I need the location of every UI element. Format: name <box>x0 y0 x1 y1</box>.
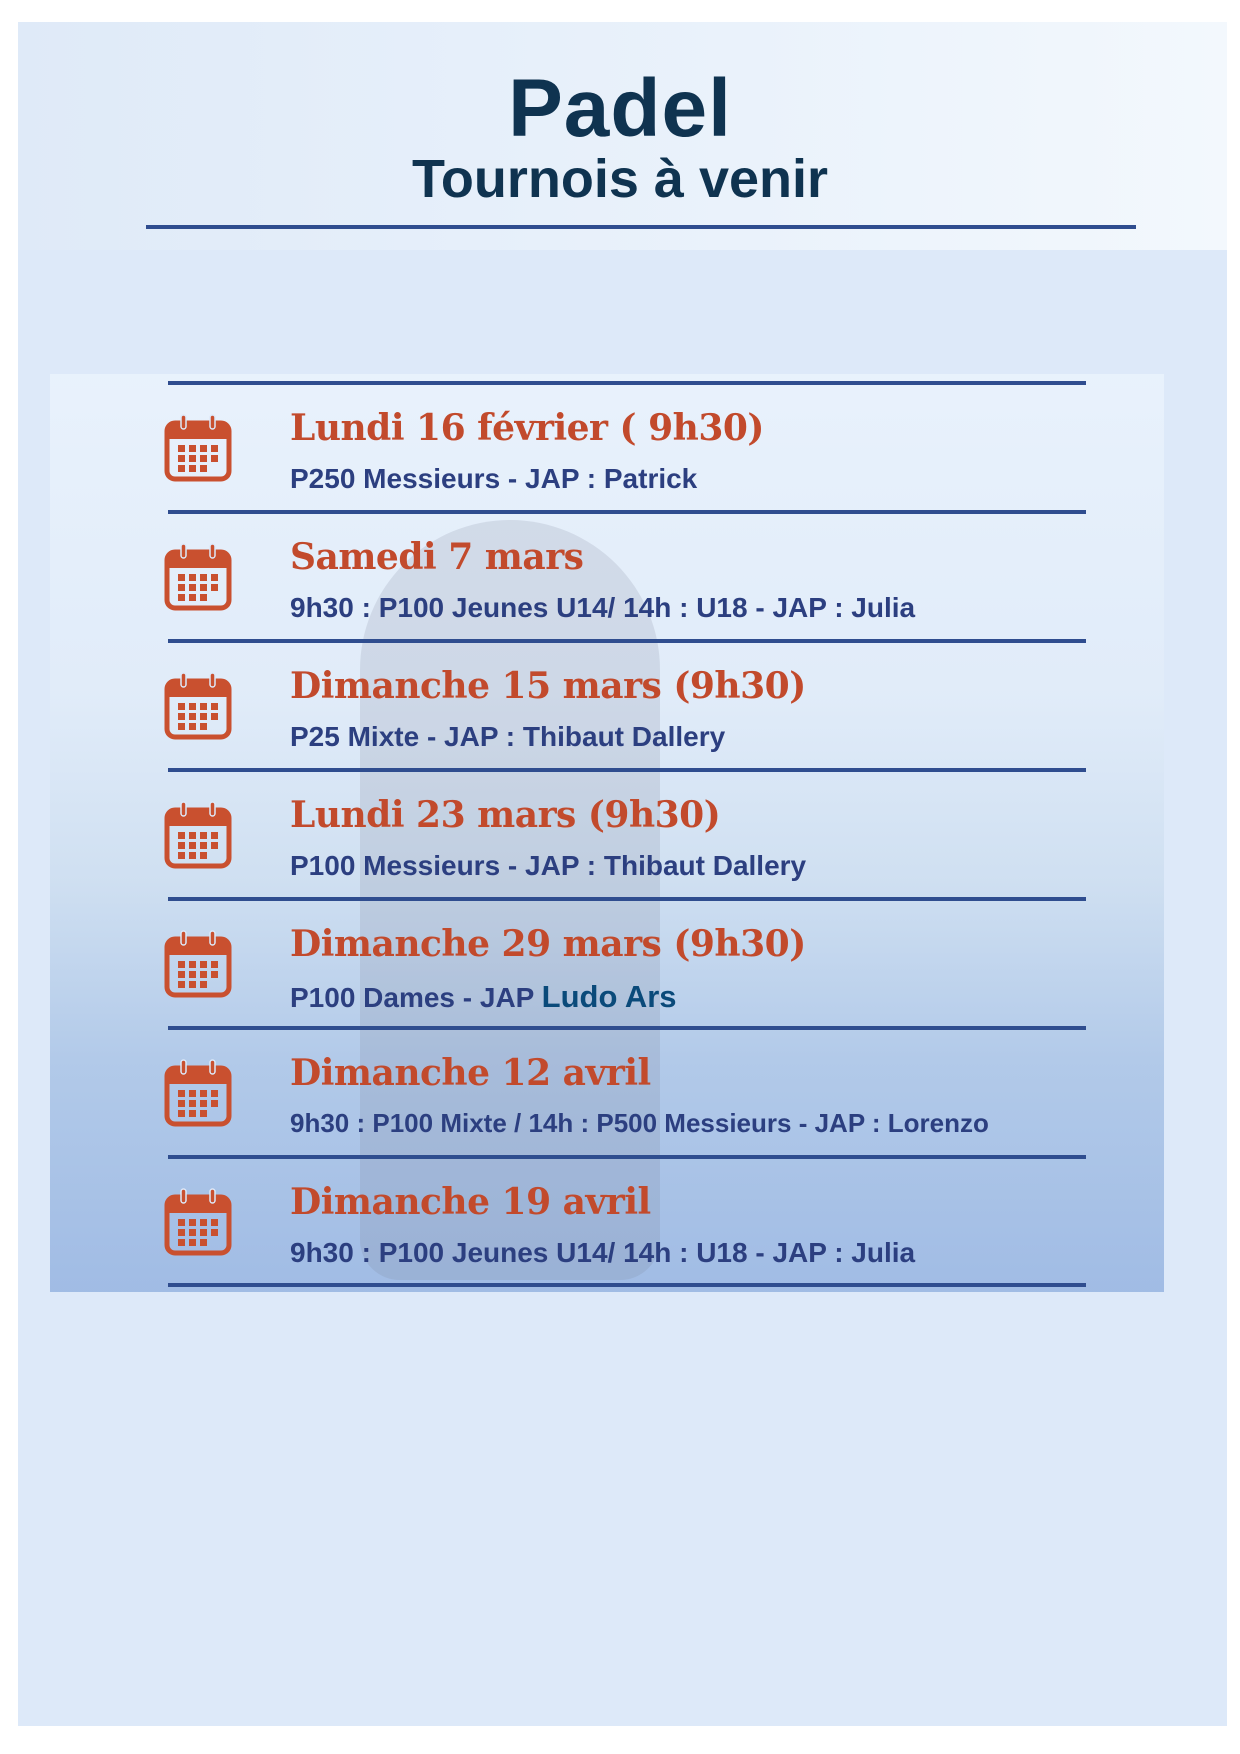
event-detail: P250 Messieurs - JAP : Patrick <box>290 463 697 495</box>
event-date: Dimanche 29 mars (9h30) <box>290 923 806 965</box>
event-date: Dimanche 12 avril <box>290 1052 651 1094</box>
event-row: Samedi 7 mars 9h30 : P100 Jeunes U14/ 14… <box>164 510 1086 639</box>
event-row: Lundi 16 février ( 9h30) P250 Messieurs … <box>164 381 1086 510</box>
event-detail-text: 9h30 : P100 Mixte / 14h : P500 Messieurs… <box>290 1108 989 1138</box>
calendar-icon <box>164 1187 232 1257</box>
event-list: Lundi 16 février ( 9h30) P250 Messieurs … <box>0 381 1240 1268</box>
event-row: Dimanche 15 mars (9h30) P25 Mixte - JAP … <box>164 639 1086 768</box>
event-date: Samedi 7 mars <box>290 536 584 578</box>
calendar-icon <box>164 671 232 741</box>
page-subtitle: Tournois à venir <box>411 149 829 209</box>
event-detail: 9h30 : P100 Jeunes U14/ 14h : U18 - JAP … <box>290 592 915 624</box>
event-detail: 9h30 : P100 Jeunes U14/ 14h : U18 - JAP … <box>290 1237 915 1269</box>
calendar-icon <box>164 929 232 999</box>
event-detail-text: P250 Messieurs - JAP : Patrick <box>290 463 698 494</box>
event-row: Dimanche 19 avril 9h30 : P100 Jeunes U14… <box>164 1155 1086 1268</box>
event-detail: P100 Messieurs - JAP : Thibaut Dallery <box>290 850 806 882</box>
event-detail: P25 Mixte - JAP : Thibaut Dallery <box>290 721 725 753</box>
bottom-divider <box>168 1283 1086 1287</box>
event-row: Dimanche 12 avril 9h30 : P100 Mixte / 14… <box>164 1026 1086 1155</box>
event-row: Dimanche 29 mars (9h30) P100 Dames - JAP… <box>164 897 1086 1026</box>
calendar-icon <box>164 1058 232 1128</box>
calendar-icon <box>164 413 232 483</box>
event-detail-text: 9h30 : P100 Jeunes U14/ 14h : U18 - JAP … <box>290 1237 916 1268</box>
event-detail-text: P100 Messieurs - JAP : Thibaut Dallery <box>290 850 807 881</box>
page-title: Padel <box>508 63 732 154</box>
event-date: Dimanche 15 mars (9h30) <box>290 665 806 707</box>
event-date: Lundi 23 mars (9h30) <box>290 794 721 836</box>
event-date: Dimanche 19 avril <box>290 1181 651 1223</box>
event-detail-text: P100 Dames - JAP <box>290 982 542 1013</box>
event-detail-text: 9h30 : P100 Jeunes U14/ 14h : U18 - JAP … <box>290 592 916 623</box>
event-detail: P100 Dames - JAP Ludo Ars <box>290 979 677 1015</box>
header-background <box>18 22 1227 250</box>
event-detail-text: P25 Mixte - JAP : Thibaut Dallery <box>290 721 726 752</box>
event-row: Lundi 23 mars (9h30) P100 Messieurs - JA… <box>164 768 1086 897</box>
event-date: Lundi 16 février ( 9h30) <box>290 407 764 449</box>
padel-background-photo <box>50 374 1164 1292</box>
calendar-icon <box>164 800 232 870</box>
event-detail-extra: Ludo Ars <box>541 979 677 1014</box>
title-divider <box>146 225 1136 229</box>
calendar-icon <box>164 542 232 612</box>
event-detail: 9h30 : P100 Mixte / 14h : P500 Messieurs… <box>290 1108 989 1139</box>
